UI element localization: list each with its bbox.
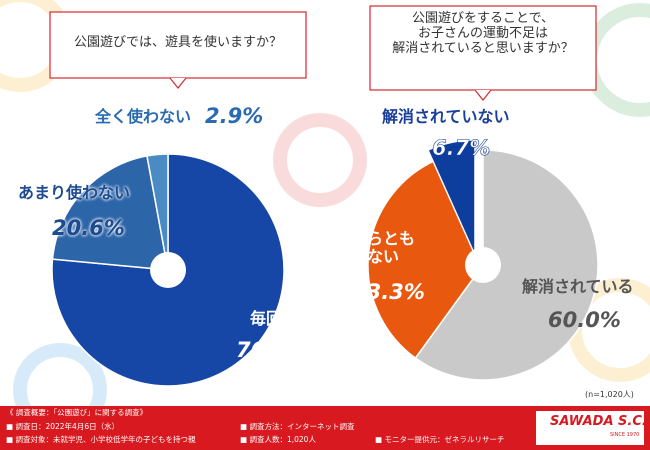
value-label: 60.0% [548, 308, 621, 332]
value-label: 6.7% [432, 136, 491, 161]
logo-tagline: SINCE 1970 [610, 432, 640, 438]
pie-slice [51, 153, 285, 387]
value-label: 20.6% [52, 216, 125, 240]
value-label: 33.3% [352, 280, 425, 304]
sample-size: (n=1,020人) [585, 390, 634, 399]
chart-title: 公園遊びでは、遊具を使いますか？ [73, 35, 282, 50]
logo-name: SAWADA S.C. [550, 414, 647, 429]
footer-heading: 《 調査概要：「公園遊び」に関する調査》 [6, 408, 148, 417]
box-pointer [169, 77, 492, 101]
footer-item: ■ 調査対象：未就学児、小学校低学年の子どもを持つ親 [6, 435, 196, 444]
category-label: 解消されていない [382, 107, 510, 126]
footer-item: ■ モニター提供元：ゼネラルリサーチ [375, 435, 505, 444]
pie-slice [146, 153, 169, 271]
category-label: 全く使わない [95, 107, 192, 126]
footer-item: ■ 調査方法：インターネット調査 [240, 422, 355, 431]
pie-slice [51, 155, 169, 271]
category-label: 解消されている [522, 277, 634, 296]
footer-item: ■ 調査日：2022年4月6日（水） [6, 422, 120, 431]
logo-box [536, 411, 644, 445]
category-label: あまり使わない [18, 183, 131, 202]
footer-item: ■ 調査人数：1,020人 [240, 435, 316, 444]
value-label: 2.9% [205, 104, 264, 128]
pie-slice [414, 149, 599, 381]
chart-title: 公園遊びをすることで、 お子さんの運動不足は 解消されていると思いますか？ [392, 11, 574, 56]
category-label: 毎回使う [250, 309, 315, 328]
donut-hole [465, 247, 501, 283]
pie-slice [427, 139, 476, 256]
donut-hole [150, 252, 186, 288]
category-label: どちらとも いえない [335, 229, 416, 267]
value-label: 76.5% [236, 338, 309, 362]
